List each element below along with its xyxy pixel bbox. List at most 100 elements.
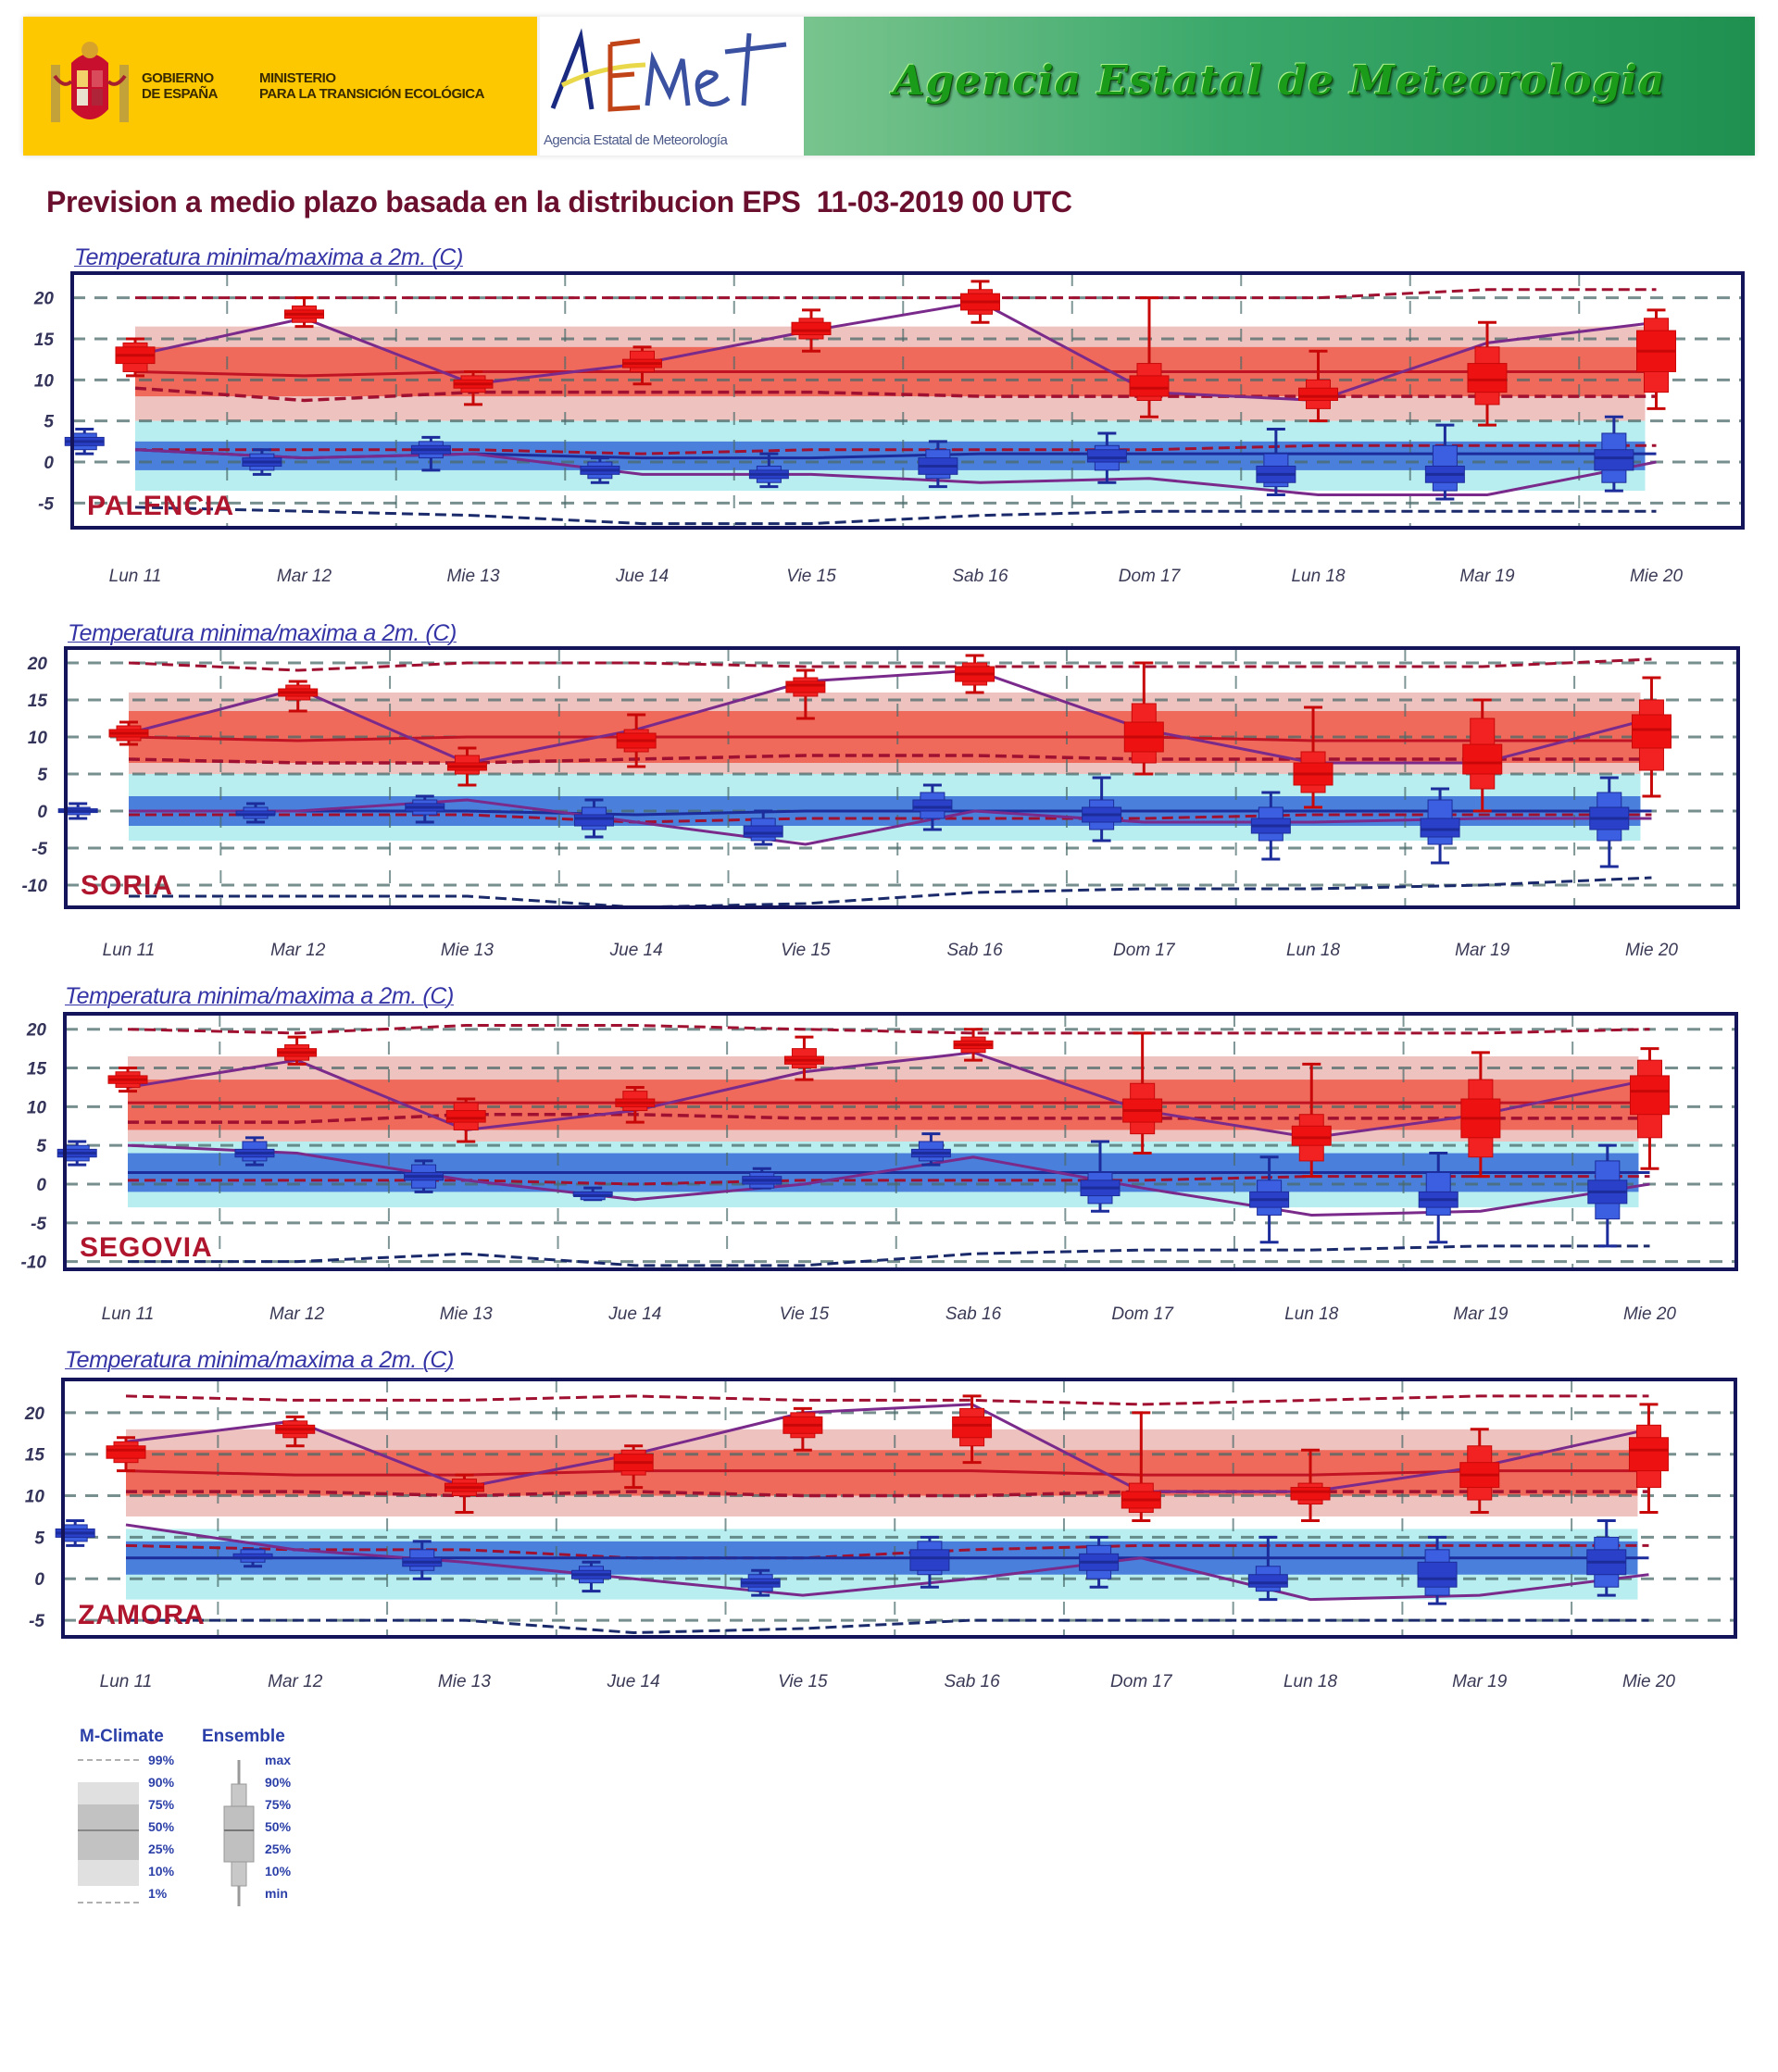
min-ensemble-box bbox=[748, 452, 789, 489]
min-ensemble-box bbox=[1586, 1518, 1627, 1597]
legend-ensemble-title: Ensemble bbox=[202, 1727, 285, 1746]
min-climate-p1-line bbox=[126, 1618, 1649, 1635]
x-tick-label: Mar 19 bbox=[1459, 567, 1515, 586]
panel-subtitle: Temperatura minima/maxima a 2m. (C) bbox=[65, 983, 454, 1009]
y-tick-label: 10 bbox=[28, 729, 48, 748]
max-climate-p25-p75-band bbox=[128, 1080, 1639, 1130]
box-p25-p75 bbox=[573, 814, 614, 827]
max-ensemble-box bbox=[115, 337, 156, 378]
y-tick-label: 0 bbox=[34, 1570, 44, 1590]
x-tick-label: Jue 14 bbox=[609, 941, 663, 960]
max-ensemble-box bbox=[785, 668, 826, 720]
box-p25-p75 bbox=[785, 680, 826, 693]
min-ensemble-box bbox=[232, 1548, 273, 1568]
x-tick-label: Mie 20 bbox=[1622, 1672, 1675, 1691]
box-p25-p75 bbox=[909, 1549, 950, 1571]
max-ensemble-box bbox=[1298, 349, 1338, 423]
min-climate-p99-line bbox=[125, 1543, 1649, 1560]
min-ensemble-box bbox=[1249, 1155, 1290, 1244]
y-tick-label: 20 bbox=[26, 1021, 47, 1041]
legend-climate-inner-band bbox=[78, 1804, 139, 1860]
legend-ensemble-box bbox=[223, 1805, 255, 1863]
min-ensemble-box bbox=[235, 802, 276, 824]
min-ensemble-box bbox=[1080, 1140, 1121, 1213]
max-ensemble-box bbox=[952, 1394, 993, 1465]
min-ensemble-box bbox=[1250, 791, 1291, 861]
ministry-line-2: PARA LA TRANSICIÓN ECOLÓGICA bbox=[259, 86, 484, 102]
min-ensemble-box bbox=[740, 1568, 781, 1597]
max-climate-p99-line bbox=[127, 1024, 1650, 1035]
panel-subtitle: Temperatura minima/maxima a 2m. (C) bbox=[74, 244, 463, 270]
x-tick-label: Mar 19 bbox=[1452, 1672, 1508, 1691]
y-tick-label: 20 bbox=[33, 290, 55, 309]
chart-palencia: -5 0 5 10 15 20 PALENCIA Lun 11 Mar 12 Mie 13 Jue … bbox=[33, 271, 1745, 586]
box-p25-p75 bbox=[445, 1110, 486, 1123]
y-tick-label: 20 bbox=[24, 1404, 45, 1424]
box-p25-p75 bbox=[1420, 818, 1460, 838]
max-ensemble-box bbox=[791, 308, 832, 353]
box-p25-p75 bbox=[1594, 449, 1634, 471]
x-tick-label: Sab 16 bbox=[952, 567, 1008, 586]
chart-zamora: -5 0 5 10 15 20 ZAMORA Lun 11 Mar 12 Mie 13 Jue 14… bbox=[24, 1378, 1737, 1691]
box-p25-p75 bbox=[1631, 714, 1672, 749]
box-p25-p75 bbox=[743, 825, 783, 838]
x-tick-label: Lun 11 bbox=[102, 1304, 155, 1324]
min-ensemble-box bbox=[234, 1136, 275, 1167]
min-ensemble-box bbox=[580, 456, 620, 484]
x-tick-label: Mar 19 bbox=[1453, 1304, 1509, 1324]
max-ensemble-box bbox=[1290, 1448, 1331, 1522]
max-ensemble-box bbox=[1459, 1428, 1500, 1514]
legend-ensemble-label: 25% bbox=[265, 1841, 292, 1856]
min-climate-p1-line bbox=[128, 1244, 1650, 1267]
max-ensemble-box bbox=[277, 1035, 318, 1066]
x-tick-label: Dom 17 bbox=[1110, 1672, 1173, 1691]
max-ensemble-box bbox=[953, 1028, 994, 1062]
deterministic-max-line bbox=[127, 1051, 1650, 1140]
min-ensemble-box bbox=[64, 428, 105, 456]
station-label: ZAMORA bbox=[78, 1600, 206, 1630]
max-ensemble-box bbox=[1460, 1051, 1501, 1179]
box-p25-p75 bbox=[1417, 1561, 1458, 1588]
box-p25-p75 bbox=[1247, 1574, 1288, 1588]
max-ensemble-box bbox=[1122, 1031, 1163, 1155]
min-ensemble-box bbox=[1417, 1535, 1458, 1605]
station-label: PALENCIA bbox=[87, 491, 234, 521]
box-p25-p75 bbox=[912, 799, 953, 812]
y-tick-label: -5 bbox=[29, 1612, 44, 1631]
min-ensemble-box bbox=[1424, 423, 1465, 501]
coat-of-arms-icon bbox=[51, 42, 129, 122]
x-tick-label: Mie 13 bbox=[441, 941, 494, 960]
deterministic-max-line bbox=[125, 1403, 1649, 1493]
x-tick-label: Lun 18 bbox=[1286, 941, 1341, 960]
x-tick-label: Mar 12 bbox=[270, 941, 326, 960]
box-p25-p75 bbox=[1291, 1125, 1332, 1146]
deterministic-min-line bbox=[125, 1523, 1649, 1602]
max-ensemble-box bbox=[783, 1406, 823, 1452]
x-tick-label: Mar 12 bbox=[268, 1672, 323, 1691]
min-ensemble-box bbox=[1256, 428, 1296, 497]
min-ensemble-box bbox=[1594, 415, 1634, 493]
max-ensemble-box bbox=[108, 720, 149, 746]
x-tick-label: Jue 14 bbox=[607, 1304, 661, 1324]
min-ensemble-box bbox=[742, 1167, 783, 1190]
plot-frame bbox=[63, 1012, 1738, 1271]
x-tick-label: Lun 11 bbox=[100, 1672, 153, 1691]
max-ensemble-box bbox=[783, 1035, 824, 1081]
y-tick-label: 15 bbox=[34, 331, 55, 350]
y-tick-label: 0 bbox=[36, 1176, 46, 1195]
y-tick-label: 0 bbox=[44, 454, 54, 473]
legend-ensemble-label: max bbox=[265, 1753, 292, 1767]
page-title: Prevision a medio plazo basada en la dis… bbox=[46, 185, 1072, 218]
x-tick-label: Mie 13 bbox=[438, 1672, 491, 1691]
min-ensemble-box bbox=[909, 1535, 950, 1589]
deterministic-min-line bbox=[129, 798, 1652, 846]
y-tick-label: -5 bbox=[31, 1215, 46, 1234]
header-banner: GOBIERNO DE ESPAÑA MINISTERIO PARA LA TR… bbox=[23, 17, 1755, 156]
x-tick-label: Lun 18 bbox=[1283, 1672, 1338, 1691]
min-climate-p99-line bbox=[135, 443, 1657, 456]
y-tick-label: 0 bbox=[37, 803, 47, 822]
y-tick-label: 10 bbox=[34, 371, 55, 391]
x-tick-label: Mie 20 bbox=[1630, 567, 1683, 586]
y-tick-label: 5 bbox=[44, 413, 54, 432]
max-ensemble-box bbox=[960, 280, 1000, 324]
